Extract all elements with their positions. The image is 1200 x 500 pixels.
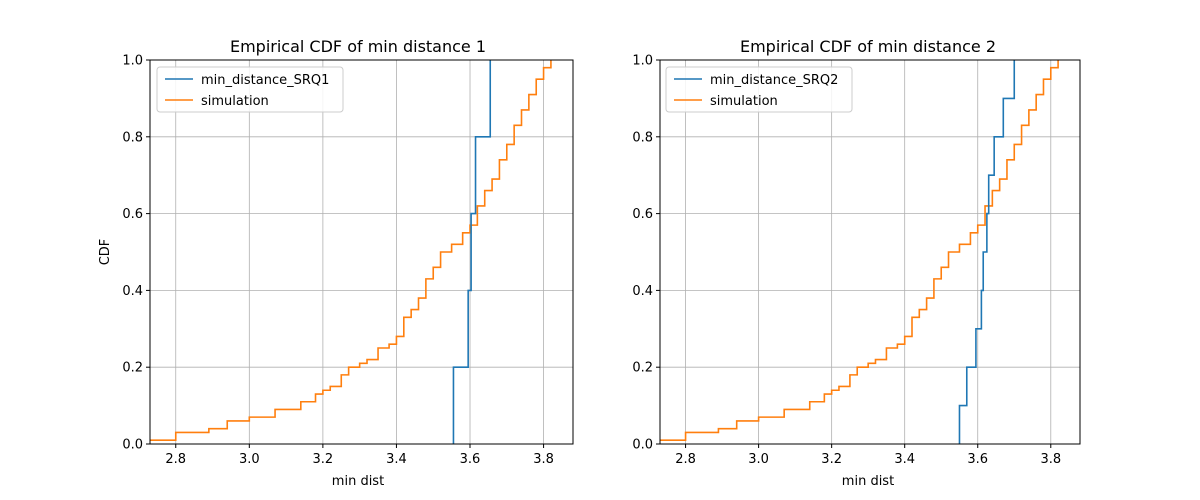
legend: min_distance_SRQ1 simulation (156, 66, 344, 113)
y-tick-label: 0.8 (632, 130, 653, 145)
y-tick-label: 0.2 (122, 361, 143, 376)
legend-label-series-1: min_distance_SRQ2 (710, 73, 838, 88)
x-tick-label: 3.4 (894, 452, 915, 467)
series-line-2 (150, 60, 552, 441)
x-tick-label: 3.2 (313, 452, 334, 467)
series-line-1 (452, 60, 492, 444)
axes-frame (659, 59, 1081, 445)
axes-frame (149, 59, 574, 445)
y-tick-label: 0.0 (632, 438, 653, 453)
x-tick-label: 2.8 (165, 452, 186, 467)
y-tick-label: 0.4 (632, 284, 653, 299)
chart-title: Empirical CDF of min distance 1 (230, 37, 486, 56)
x-tick-label: 3.0 (748, 452, 769, 467)
y-tick-label: 0.2 (632, 361, 653, 376)
x-axis-label: min dist (332, 474, 384, 489)
y-axis-label: CDF (98, 239, 113, 266)
y-tick-label: 0.0 (122, 438, 143, 453)
chart-title: Empirical CDF of min distance 2 (740, 37, 996, 56)
y-tick-label: 0.6 (122, 207, 143, 222)
x-tick-label: 3.4 (386, 452, 407, 467)
y-tick-label: 1.0 (122, 54, 143, 69)
x-axis-label: min dist (842, 474, 894, 489)
series-line-1 (958, 60, 1016, 444)
x-tick-label: 2.8 (675, 452, 696, 467)
y-tick-label: 0.8 (122, 130, 143, 145)
y-tick-label: 0.6 (632, 207, 653, 222)
legend-box (665, 66, 853, 113)
x-tick-label: 3.6 (460, 452, 481, 467)
legend-label-series-2: simulation (201, 94, 269, 109)
x-tick-label: 3.6 (967, 452, 988, 467)
x-tick-label: 3.8 (1040, 452, 1061, 467)
chart-panel-2: Empirical CDF of min distance 2 min dist… (632, 37, 1081, 489)
series-line-2 (660, 60, 1059, 441)
y-tick-label: 0.4 (122, 284, 143, 299)
x-tick-label: 3.2 (821, 452, 842, 467)
legend-label-series-2: simulation (710, 94, 778, 109)
legend-box (156, 66, 344, 113)
legend-label-series-1: min_distance_SRQ1 (201, 73, 329, 88)
x-tick-label: 3.0 (239, 452, 260, 467)
chart-panel-1: Empirical CDF of min distance 1 min dist… (98, 37, 574, 489)
legend: min_distance_SRQ2 simulation (665, 66, 853, 113)
x-tick-label: 3.8 (533, 452, 554, 467)
y-tick-label: 1.0 (632, 54, 653, 69)
